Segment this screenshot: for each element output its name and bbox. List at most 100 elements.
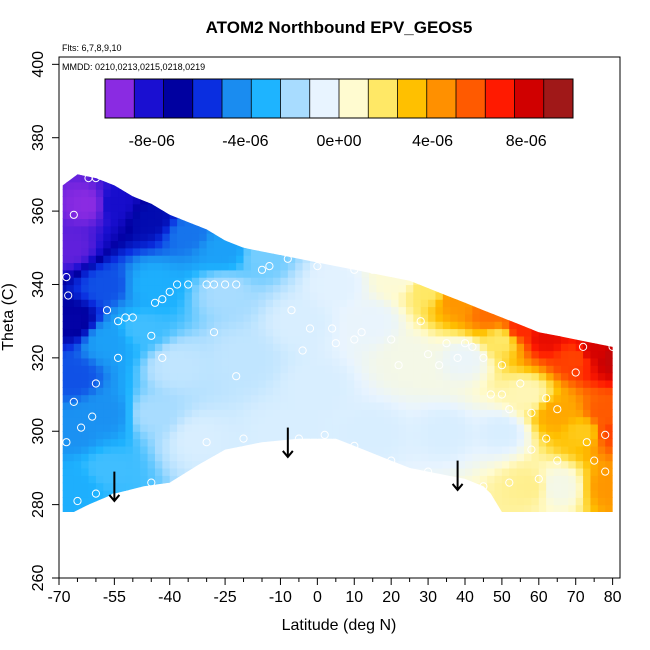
heatmap-cell [236, 467, 245, 476]
heatmap-cell [280, 460, 289, 469]
heatmap-cell [346, 475, 355, 484]
heatmap-cell [613, 189, 621, 197]
heatmap-cell [265, 306, 274, 315]
heatmap-cell [516, 467, 525, 476]
heatmap-cell [140, 277, 149, 286]
heatmap-cell [346, 321, 355, 330]
heatmap-cell [583, 379, 592, 388]
heatmap-cell [191, 291, 200, 300]
heatmap-cell [442, 313, 451, 322]
heatmap-cell [354, 379, 363, 388]
heatmap-cell [531, 497, 540, 506]
heatmap-cell [169, 313, 178, 322]
heatmap-cell [391, 482, 400, 491]
heatmap-cell [154, 460, 163, 469]
heatmap-cell [464, 181, 473, 190]
heatmap-cell [324, 453, 333, 462]
heatmap-cell [118, 401, 127, 410]
heatmap-cell [162, 174, 171, 176]
heatmap-cell [494, 255, 503, 264]
heatmap-cell [575, 240, 584, 249]
heatmap-cell [324, 416, 333, 425]
heatmap-cell [590, 211, 599, 220]
heatmap-cell [81, 438, 90, 447]
heatmap-cell [199, 277, 208, 286]
heatmap-cell [206, 431, 215, 440]
heatmap-cell [103, 482, 112, 491]
heatmap-cell [546, 313, 555, 322]
heatmap-cell [258, 467, 267, 476]
heatmap-cell [95, 350, 104, 359]
heatmap-cell [583, 225, 592, 234]
heatmap-cell [324, 299, 333, 308]
heatmap-cell [509, 181, 518, 190]
heatmap-cell [501, 306, 510, 315]
heatmap-cell [354, 269, 363, 278]
heatmap-cell [369, 313, 378, 322]
heatmap-cell [73, 218, 82, 227]
heatmap-cell [546, 460, 555, 469]
heatmap-cell [317, 189, 326, 198]
heatmap-cell [95, 328, 104, 337]
heatmap-cell [568, 328, 577, 337]
heatmap-cell [487, 445, 496, 454]
heatmap-cell [553, 189, 562, 198]
heatmap-cell [118, 247, 127, 256]
heatmap-cell [162, 401, 171, 410]
heatmap-cell [568, 387, 577, 396]
heatmap-cell [442, 394, 451, 403]
heatmap-cell [162, 299, 171, 308]
heatmap-cell [590, 475, 599, 484]
heatmap-cell [346, 255, 355, 264]
heatmap-cell [169, 218, 178, 227]
heatmap-cell [169, 211, 178, 220]
observation-point [102, 306, 112, 315]
heatmap-cell [605, 504, 613, 512]
heatmap-cell [317, 438, 326, 447]
heatmap-cell [250, 511, 259, 512]
heatmap-cell [516, 350, 525, 359]
heatmap-cell [66, 453, 75, 462]
heatmap-cell [273, 181, 282, 190]
heatmap-cell [605, 299, 613, 308]
heatmap-cell [243, 196, 252, 205]
heatmap-cell [295, 284, 304, 293]
heatmap-cell [479, 365, 488, 374]
heatmap-cell [435, 306, 444, 315]
heatmap-cell [177, 269, 186, 278]
heatmap-cell [464, 291, 473, 300]
heatmap-cell [332, 423, 341, 432]
heatmap-cell [428, 438, 437, 447]
heatmap-cell [494, 247, 503, 256]
heatmap-cell [265, 423, 274, 432]
heatmap-cell [221, 387, 230, 396]
heatmap-cell [383, 277, 392, 286]
heatmap-cell [524, 174, 533, 176]
heatmap-cell [568, 372, 577, 381]
heatmap-cell [369, 233, 378, 242]
heatmap-cell [339, 387, 348, 396]
heatmap-cell [73, 321, 82, 330]
heatmap-cell [339, 284, 348, 293]
heatmap-cell [118, 423, 127, 432]
heatmap-cell [479, 445, 488, 454]
colorbar-swatch [309, 79, 340, 118]
heatmap-cell [73, 460, 82, 469]
heatmap-cell [169, 225, 178, 234]
heatmap-cell [605, 482, 613, 491]
heatmap-cell [509, 365, 518, 374]
heatmap-cell [214, 511, 222, 512]
heatmap-cell [560, 445, 569, 454]
heatmap-cell [273, 387, 282, 396]
heatmap-cell [428, 489, 437, 498]
heatmap-cell [177, 203, 186, 212]
heatmap-cell [472, 401, 481, 410]
heatmap-cell [191, 467, 200, 476]
heatmap-cell [560, 277, 569, 286]
heatmap-cell [317, 321, 326, 330]
heatmap-cell [132, 321, 141, 330]
x-tick-label: -25 [214, 589, 237, 606]
heatmap-cell [346, 438, 355, 447]
heatmap-cell [103, 460, 112, 469]
heatmap-cell [154, 445, 163, 454]
